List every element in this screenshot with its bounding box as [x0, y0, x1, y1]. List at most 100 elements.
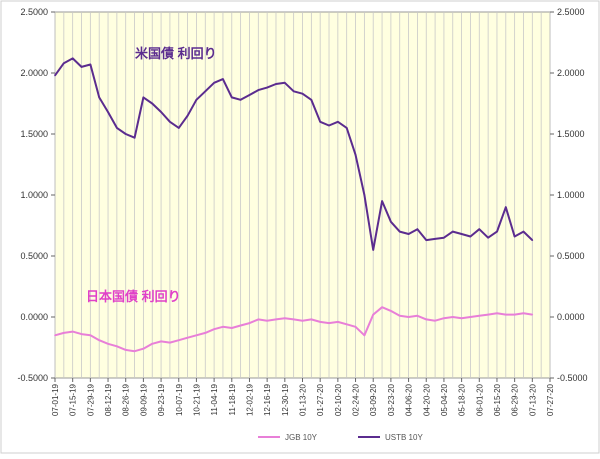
data-point	[63, 332, 65, 334]
data-point	[531, 313, 534, 316]
data-point	[522, 230, 525, 233]
annotation-label: 米国債 利回り	[135, 46, 217, 61]
data-point	[204, 90, 207, 93]
data-point	[443, 317, 445, 320]
data-point	[505, 313, 507, 316]
x-tick-label: 06-01-20	[475, 383, 484, 416]
x-tick-label: 09-09-19	[139, 383, 148, 416]
y-tick-label-right: 0.5000	[557, 251, 585, 261]
legend: JGB 10Y USTB 10Y	[258, 433, 423, 442]
x-tick-label: 09-23-19	[157, 383, 166, 416]
data-point	[337, 321, 339, 323]
data-point	[407, 316, 410, 318]
data-point	[116, 345, 118, 348]
data-point	[505, 206, 507, 208]
y-tick-label-right: 2.5000	[557, 7, 585, 17]
data-point	[239, 99, 242, 101]
data-point	[381, 306, 383, 309]
data-point	[469, 316, 472, 318]
data-point	[469, 235, 472, 238]
data-point	[416, 228, 419, 230]
data-point	[522, 312, 525, 315]
x-tick-label: 07-01-19	[51, 383, 60, 416]
data-point	[230, 96, 233, 99]
data-point	[248, 322, 251, 324]
y-tick-label: 2.0000	[20, 68, 48, 78]
data-point	[284, 81, 286, 84]
data-point	[116, 127, 118, 129]
x-tick-label: 02-24-20	[352, 383, 361, 416]
data-point	[284, 317, 286, 320]
y-tick-label-right: 1.5000	[557, 129, 585, 139]
x-tick-label: 07-15-19	[69, 383, 78, 416]
x-tick-label: 01-13-20	[299, 383, 308, 416]
data-point	[478, 314, 481, 317]
data-point	[381, 200, 383, 202]
y-tick-label: 1.0000	[20, 190, 48, 200]
x-tick-label: 04-20-20	[422, 383, 431, 416]
data-point	[186, 336, 189, 339]
data-point	[266, 86, 268, 89]
y-tick-label-right: -0.5000	[557, 373, 588, 383]
data-point	[275, 83, 277, 85]
data-point	[169, 121, 171, 123]
data-point	[363, 194, 366, 196]
data-point	[63, 62, 65, 65]
data-point	[425, 239, 428, 241]
data-point	[248, 94, 251, 96]
data-point	[186, 114, 189, 117]
x-tick-label: 06-15-20	[493, 383, 502, 416]
x-tick-label: 12-30-19	[281, 383, 290, 416]
x-tick-label: 10-21-19	[192, 383, 201, 416]
data-point	[451, 316, 454, 318]
data-point	[513, 313, 516, 316]
data-point	[177, 127, 180, 129]
y-tick-label-right: 0.0000	[557, 312, 585, 322]
x-tick-label: 07-29-19	[86, 383, 95, 416]
data-point	[407, 233, 410, 235]
data-point	[213, 81, 215, 84]
x-tick-label: 03-23-20	[387, 383, 396, 416]
data-point	[398, 314, 401, 317]
data-point	[177, 339, 180, 341]
x-tick-label: 12-02-19	[245, 383, 254, 416]
data-point	[266, 319, 268, 322]
y-tick-label-right: 2.0000	[557, 68, 585, 78]
data-point	[372, 313, 375, 316]
data-point	[363, 334, 366, 337]
data-point	[133, 136, 136, 139]
y-tick-label-right: 1.0000	[557, 190, 585, 200]
annotation-label: 日本国債 利回り	[86, 289, 181, 304]
data-point	[142, 347, 145, 350]
data-point	[160, 111, 162, 113]
data-point	[54, 74, 56, 77]
data-point	[425, 318, 428, 321]
y-tick-label: 0.5000	[20, 251, 48, 261]
data-point	[478, 228, 481, 230]
x-tick-label: 12-16-19	[263, 383, 272, 416]
vertical-gridlines	[54, 12, 551, 378]
data-point	[257, 318, 260, 321]
data-point	[310, 318, 313, 321]
data-point	[301, 92, 304, 95]
legend-label: JGB 10Y	[285, 433, 318, 442]
data-point	[160, 340, 162, 343]
data-point	[80, 333, 83, 335]
data-point	[319, 321, 321, 323]
legend-label: USTB 10Y	[385, 433, 423, 442]
data-point	[301, 319, 304, 322]
data-point	[230, 327, 233, 329]
data-point	[487, 236, 489, 239]
data-point	[89, 334, 92, 337]
data-point	[460, 317, 463, 320]
data-point	[222, 78, 224, 80]
data-point	[107, 343, 109, 345]
x-tick-label: 03-09-20	[369, 383, 378, 416]
data-point	[434, 238, 436, 240]
data-point	[496, 312, 498, 315]
y-tick-label: 0.0000	[20, 312, 48, 322]
data-point	[496, 230, 498, 233]
data-point	[390, 310, 392, 312]
